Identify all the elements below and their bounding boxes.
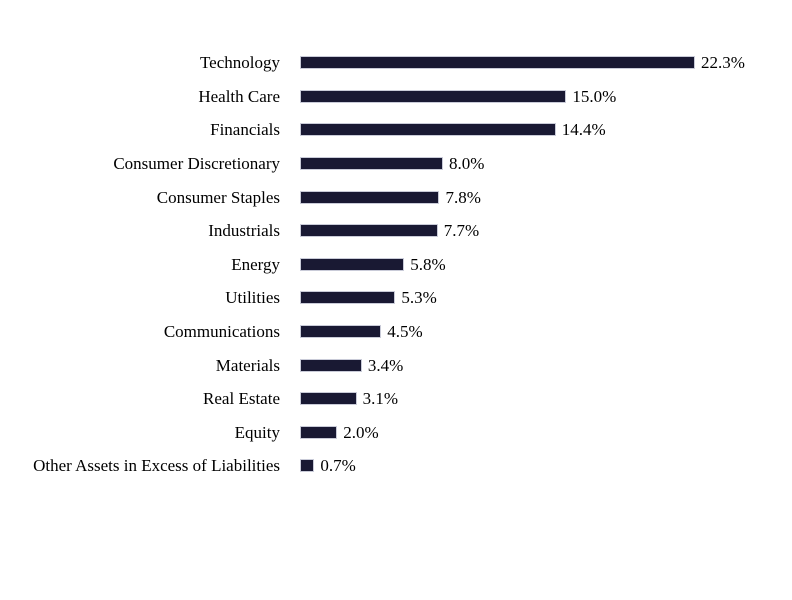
chart-row: Technology 22.3%	[0, 46, 792, 80]
value-label: 5.8%	[410, 254, 446, 274]
category-label: Utilities	[225, 288, 280, 308]
bar	[300, 157, 443, 171]
chart-row: Real Estate 3.1%	[0, 382, 792, 416]
chart-row: Equity 2.0%	[0, 416, 792, 450]
bar	[300, 257, 405, 271]
category-label: Energy	[231, 254, 280, 274]
chart-row: Materials 3.4%	[0, 348, 792, 382]
value-label: 7.8%	[445, 187, 481, 207]
value-label: 2.0%	[343, 422, 379, 442]
chart-row: Consumer Discretionary 8.0%	[0, 147, 792, 181]
value-label: 8.0%	[448, 154, 485, 174]
category-label: Other Assets in Excess of Liabilities	[33, 456, 280, 476]
bar	[300, 325, 382, 339]
value-label: 22.3%	[701, 53, 745, 73]
chart-row: Other Assets in Excess of Liabilities 0.7…	[0, 449, 792, 483]
bar	[300, 56, 695, 70]
bar	[300, 425, 338, 439]
bar	[300, 358, 362, 372]
category-label: Technology	[199, 53, 280, 73]
bar	[300, 291, 396, 305]
category-label: Communications	[163, 322, 280, 342]
bar	[300, 190, 440, 204]
bar	[300, 89, 567, 103]
bar	[300, 459, 315, 473]
bar-chart: Technology 22.3% Health Care 15.0% Financial…	[0, 46, 792, 483]
category-label: Financials	[210, 120, 280, 140]
chart-row: Communications 4.5%	[0, 315, 792, 349]
category-label: Real Estate	[203, 389, 280, 409]
chart-row: Energy 5.8%	[0, 248, 792, 282]
category-label: Consumer Discretionary	[113, 154, 280, 174]
value-label: 14.4%	[561, 120, 606, 140]
chart-row: Health Care 15.0%	[0, 80, 792, 114]
category-label: Industrials	[208, 221, 280, 241]
chart-row: Financials 14.4%	[0, 113, 792, 147]
chart-row: Consumer Staples 7.8%	[0, 180, 792, 214]
bar	[300, 123, 556, 137]
value-label: 15.0%	[572, 86, 617, 106]
bar	[300, 392, 357, 406]
category-label: Equity	[234, 422, 280, 442]
bar	[300, 224, 438, 238]
value-label: 4.5%	[387, 322, 423, 342]
value-label: 0.7%	[320, 456, 356, 476]
category-label: Materials	[215, 355, 280, 375]
category-label: Consumer Staples	[156, 187, 280, 207]
category-label: Health Care	[198, 86, 280, 106]
value-label: 3.4%	[367, 355, 404, 375]
value-label: 5.3%	[401, 288, 437, 308]
chart-row: Utilities 5.3%	[0, 281, 792, 315]
value-label: 7.7%	[443, 221, 480, 241]
chart-rows: Technology 22.3% Health Care 15.0% Financial…	[0, 46, 792, 483]
value-label: 3.1%	[362, 389, 399, 409]
chart-row: Industrials 7.7%	[0, 214, 792, 248]
